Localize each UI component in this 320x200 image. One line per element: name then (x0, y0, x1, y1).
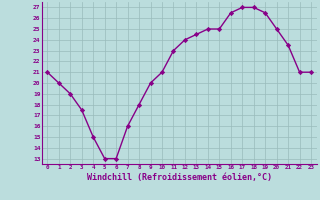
X-axis label: Windchill (Refroidissement éolien,°C): Windchill (Refroidissement éolien,°C) (87, 173, 272, 182)
